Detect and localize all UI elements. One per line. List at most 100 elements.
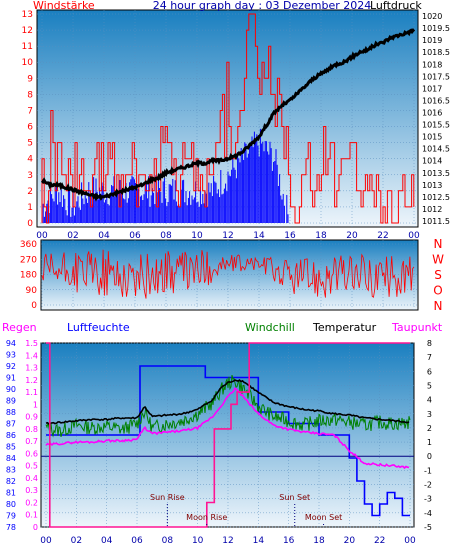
pressure-tick-label: 1015 xyxy=(422,133,442,142)
wind-axis-title: Windstärke xyxy=(33,0,95,12)
temperature-tick-label: 7 xyxy=(427,353,432,362)
humidity-tick-label: 94 xyxy=(6,339,16,348)
pressure-tick-label: 1012 xyxy=(422,205,442,214)
dewpoint-line xyxy=(45,387,410,470)
climate-time-axis-ticks: 00 02 04 06 08 10 12 14 16 18 20 22 00 xyxy=(40,536,416,546)
temperature-tick-label: 4 xyxy=(427,396,432,405)
pressure-tick-label: 1013.5 xyxy=(422,169,450,178)
time-tick-label: 18 xyxy=(313,536,325,546)
wind-tick-label: 11 xyxy=(22,42,33,52)
humidity-tick-label: 84 xyxy=(6,454,16,463)
pressure-tick-label: 1017.5 xyxy=(422,72,450,81)
humidity-legend: Luftfeuchte xyxy=(67,321,130,334)
time-tick-label: 12 xyxy=(222,536,233,546)
wind-tick-label: 8 xyxy=(27,90,33,100)
time-tick-label: 06 xyxy=(129,231,141,241)
time-tick-label: 14 xyxy=(253,536,265,546)
compass-label: S xyxy=(434,268,442,282)
temperature-line xyxy=(45,379,410,425)
dewpoint-legend: Taupunkt xyxy=(391,321,443,334)
humidity-tick-label: 89 xyxy=(6,397,16,406)
humidity-line xyxy=(46,365,410,517)
rain-tick-label: 0.1 xyxy=(25,511,38,520)
rain-line xyxy=(46,342,410,528)
temperature-tick-label: 5 xyxy=(427,381,432,390)
humidity-tick-label: 81 xyxy=(6,489,16,498)
temperature-tick-label: 3 xyxy=(427,410,432,419)
wind-tick-label: 12 xyxy=(22,26,33,36)
temperature-tick-label: -4 xyxy=(424,509,432,518)
wind-speed-line xyxy=(41,13,415,224)
temperature-tick-label: 1 xyxy=(427,438,432,447)
temperature-tick-label: -5 xyxy=(424,523,432,532)
chart-title: 24 hour graph day : 03 Dezember 2024 xyxy=(153,0,372,12)
rain-tick-label: 1.1 xyxy=(25,388,38,397)
pressure-tick-label: 1019 xyxy=(422,36,442,45)
time-tick-label: 02 xyxy=(67,231,78,241)
time-tick-label: 02 xyxy=(71,536,82,546)
humidity-tick-label: 78 xyxy=(6,523,16,532)
time-tick-label: 08 xyxy=(160,231,172,241)
temperature-tick-label: 6 xyxy=(427,367,432,376)
pressure-series xyxy=(40,28,416,202)
wind-tick-label: 9 xyxy=(27,74,33,84)
wind-tick-label: 5 xyxy=(27,139,33,149)
climate-grid xyxy=(41,342,414,528)
wind-direction-tick-label: 270 xyxy=(20,255,37,265)
rain-tick-label: 1 xyxy=(33,400,38,409)
wind-direction-axis-ticks: 0 90 180 270 360 xyxy=(20,240,37,311)
wind-tick-label: 3 xyxy=(27,171,33,181)
rain-tick-label: 1.4 xyxy=(25,351,38,360)
windchill-line xyxy=(45,374,411,438)
rain-tick-label: 1.5 xyxy=(25,339,38,348)
temperature-axis-ticks: -5 -4 -3 -2 -1 0 1 2 3 4 5 6 7 8 xyxy=(424,339,432,532)
humidity-axis-ticks: 78 79 80 81 82 83 84 85 86 87 88 89 90 91 92 93 94 xyxy=(6,339,16,532)
time-tick-label: 00 xyxy=(40,536,52,546)
windchill-legend: Windchill xyxy=(245,321,295,334)
astro-annotation-label: Moon Rise xyxy=(186,513,227,522)
astro-annotations: Sun Rise Moon Rise Sun Set Moon Set xyxy=(150,493,342,527)
time-tick-label: 14 xyxy=(253,231,265,241)
wind-tick-label: 0 xyxy=(27,219,33,229)
temperature-tick-label: 8 xyxy=(427,339,432,348)
temperature-tick-label: -2 xyxy=(424,481,432,490)
time-tick-label: 18 xyxy=(315,231,327,241)
wind-tick-label: 10 xyxy=(22,58,34,68)
wind-direction-line xyxy=(41,249,415,299)
rain-axis-ticks: 0 0.1 0.2 0.3 0.4 0.5 0.6 0.7 0.8 0.9 1 1.1 1.2 1.3 1.… xyxy=(25,339,38,532)
pressure-tick-label: 1018 xyxy=(422,60,442,69)
rain-tick-label: 0.5 xyxy=(25,462,38,471)
time-tick-label: 06 xyxy=(131,536,143,546)
rain-tick-label: 0.3 xyxy=(25,486,38,495)
rain-tick-label: 0.2 xyxy=(25,498,38,507)
compass-label: O xyxy=(433,284,442,298)
pressure-tick-label: 1017 xyxy=(422,84,442,93)
temperature-tick-label: -3 xyxy=(424,495,432,504)
pressure-tick-label: 1014.5 xyxy=(422,145,450,154)
astro-annotation-label: Sun Set xyxy=(279,493,310,502)
wind-tick-label: 2 xyxy=(27,187,33,197)
time-tick-label: 10 xyxy=(191,231,203,241)
wind-direction-series xyxy=(41,249,415,299)
rain-legend: Regen xyxy=(2,321,37,334)
time-tick-label: 00 xyxy=(36,231,48,241)
rain-tick-label: 1.3 xyxy=(25,364,38,373)
rain-tick-label: 0.6 xyxy=(25,449,38,458)
humidity-tick-label: 87 xyxy=(6,420,16,429)
pressure-tick-label: 1016 xyxy=(422,108,442,117)
temperature-tick-label: 0 xyxy=(427,452,432,461)
time-tick-label: 22 xyxy=(374,536,385,546)
rain-tick-label: 0.4 xyxy=(25,474,38,483)
temperature-tick-label: -1 xyxy=(424,466,432,475)
humidity-tick-label: 93 xyxy=(6,351,16,360)
compass-label: N xyxy=(434,299,443,313)
pressure-axis-title: Luftdruck xyxy=(370,0,422,12)
astro-annotation-label: Sun Rise xyxy=(150,493,185,502)
humidity-tick-label: 85 xyxy=(6,443,16,452)
pressure-tick-label: 1013 xyxy=(422,181,442,190)
humidity-tick-label: 86 xyxy=(6,431,16,440)
wind-tick-label: 1 xyxy=(27,203,33,213)
